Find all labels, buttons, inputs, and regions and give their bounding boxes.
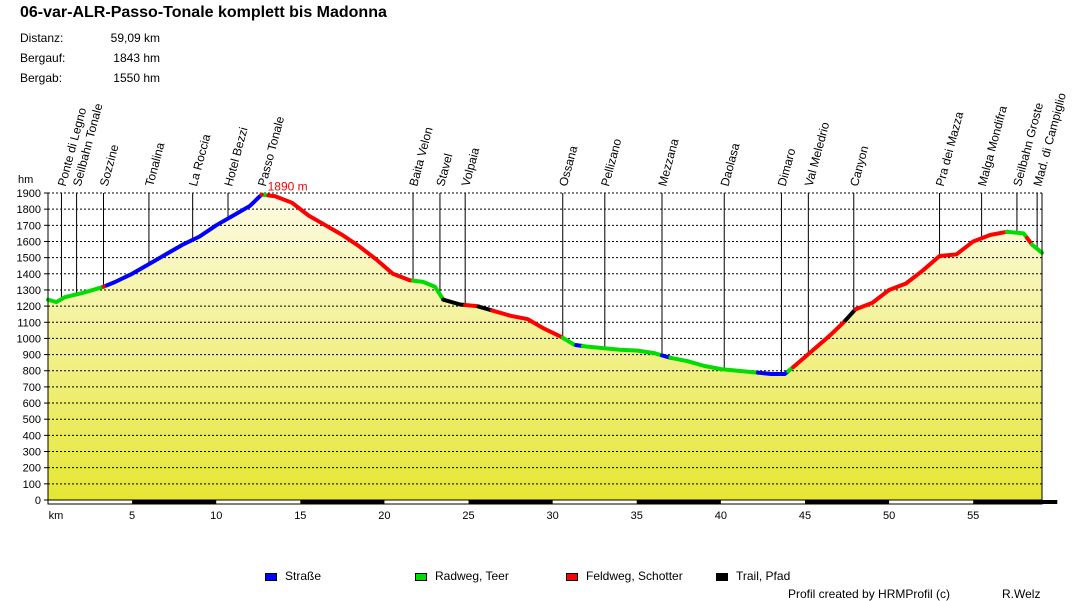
x-axis-band [804,500,890,504]
legend-strasse: Straße [265,569,321,583]
x-tick-label: 25 [462,510,474,522]
waypoint-label: Mezzana [655,137,681,188]
waypoint-label: Baita Velon [406,126,435,188]
waypoint-label: Passo Tonale [255,114,287,187]
x-tick-label: 10 [210,510,222,522]
waypoint-label: Sozzine [97,143,122,188]
legend-swatch-icon [716,572,728,581]
x-axis-band [132,500,217,504]
author-text: R.Welz [1002,587,1041,601]
y-tick-label: 1900 [17,188,41,200]
waypoint-label: Val Meledrio [802,120,833,188]
x-tick-label: 40 [715,510,727,522]
waypoint-label: Stavel [433,152,455,188]
y-tick-label: 1800 [17,204,41,216]
profile-segment [104,192,264,288]
x-axis-band [468,500,553,504]
y-tick-label: 300 [23,447,41,459]
waypoint-label: Ossana [556,144,580,188]
y-tick-label: 1400 [17,269,41,281]
waypoint-label: Tonalina [142,141,167,188]
profile-segment [463,302,481,309]
descent-label: Bergab: [20,71,63,85]
y-tick-label: 1600 [17,236,41,248]
x-tick-label: 20 [378,510,390,522]
x-tick-label: 5 [129,510,135,522]
sky-mask [48,193,1042,374]
profile-segment [411,278,446,302]
waypoint-label: Daolasa [718,141,743,187]
profile-segment [791,318,848,370]
y-tick-label: 600 [23,398,41,410]
waypoint-label: Pra dei Mazza [933,110,966,188]
waypoint-label: Hotel Bezzi [221,126,250,188]
x-tick-label: 45 [799,510,811,522]
waypoint-label: Pellizano [598,137,624,188]
legend-feldweg: Feldweg, Schotter [566,569,683,583]
ascent-label: Bergauf: [20,51,66,65]
legend-swatch-icon [566,572,578,581]
waypoint-label: Canyon [847,144,871,188]
y-tick-label: 1700 [17,220,41,232]
y-tick-label: 1100 [17,317,41,329]
profile-segment [668,355,760,375]
profile-segment [1030,242,1044,255]
y-tick-label: 400 [23,430,41,442]
waypoint-label: Volpaia [459,146,483,188]
legend-swatch-icon [415,572,427,581]
y-tick-label: 1000 [17,333,41,345]
profile-segment [755,369,791,376]
y-tick-label: 200 [23,463,41,475]
waypoint-label: Malga Mondifra [975,104,1010,188]
waypoint-label: Dimaro [775,146,799,187]
y-tick-label: 800 [23,366,41,378]
chart-title: 06-var-ALR-Passo-Tonale komplett bis Mad… [20,4,387,21]
y-tick-label: 0 [35,495,41,507]
profile-segment [843,307,858,323]
y-axis-label: hm [18,174,33,186]
waypoint-label: La Roccia [186,132,213,187]
legend-radweg: Radweg, Teer [415,569,509,583]
y-tick-label: 1500 [17,253,41,265]
profile-segment [266,193,416,283]
legend-swatch-icon [265,572,277,581]
y-tick-label: 100 [23,479,41,491]
y-tick-label: 500 [23,414,41,426]
y-tick-label: 1300 [17,285,41,297]
profile-segment [853,229,1009,312]
distance-label: Distanz: [20,31,64,45]
y-tick-label: 1200 [17,301,41,313]
x-tick-label: 55 [967,510,979,522]
profile-segment [46,284,106,305]
distance-value: 59,09 km [110,31,160,45]
x-axis-label: km [49,510,64,522]
profile-segment [580,344,664,358]
legend-label: Feldweg, Schotter [586,569,683,583]
x-tick-label: 30 [547,510,559,522]
legend-label: Straße [285,569,322,583]
x-tick-label: 15 [294,510,306,522]
legend-trail: Trail, Pfad [716,569,790,583]
x-axis-band [973,500,1058,504]
ascent-value: 1843 hm [113,51,160,65]
y-tick-label: 700 [23,382,41,394]
max-elevation-marker [259,192,264,197]
x-tick-label: 35 [631,510,643,522]
y-tick-label: 900 [23,350,41,362]
x-axis-band [636,500,721,504]
descent-value: 1550 hm [113,71,160,85]
credit-text: Profil created by HRMProfil (c) [788,587,951,601]
max-elevation-label: 1890 m [268,180,308,194]
x-tick-label: 50 [883,510,895,522]
legend-label: Radweg, Teer [435,569,509,583]
profile-segment [476,304,495,313]
x-axis-band [300,500,385,504]
legend-label: Trail, Pfad [736,569,791,583]
